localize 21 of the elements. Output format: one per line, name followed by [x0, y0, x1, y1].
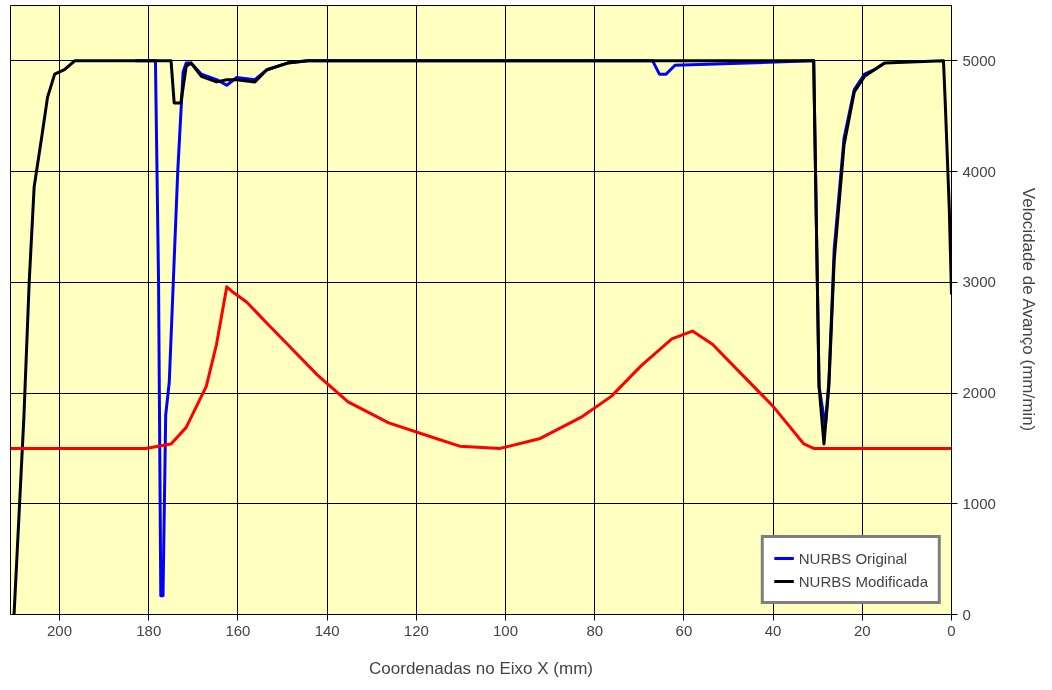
y-axis-title: Velocidade de Avanço (mm/min)	[1018, 187, 1038, 432]
x-tick-label: 40	[764, 621, 782, 639]
x-tick-label: 140	[314, 621, 340, 639]
x-axis-title: Coordenadas no Eixo X (mm)	[369, 658, 593, 678]
y-tick-label: 2000	[962, 384, 996, 402]
x-tick-label: 100	[493, 621, 519, 639]
y-tick-label: 1000	[962, 494, 996, 512]
x-tick-label: 20	[853, 621, 871, 639]
x-tick-label: 160	[225, 621, 251, 639]
x-tick-label: 120	[403, 621, 429, 639]
y-tick-label: 4000	[962, 162, 996, 180]
x-tick-label: 60	[675, 621, 693, 639]
y-tick-label: 3000	[962, 273, 996, 291]
x-tick-label: 200	[47, 621, 73, 639]
y-tick-label: 0	[962, 605, 971, 623]
legend-label: NURBS Original	[798, 549, 908, 567]
x-tick-label: 80	[586, 621, 604, 639]
y-tick-label: 5000	[962, 51, 996, 69]
legend-label: NURBS Modificada	[798, 572, 928, 590]
x-tick-label: 180	[136, 621, 162, 639]
x-tick-label: 0	[947, 621, 956, 639]
